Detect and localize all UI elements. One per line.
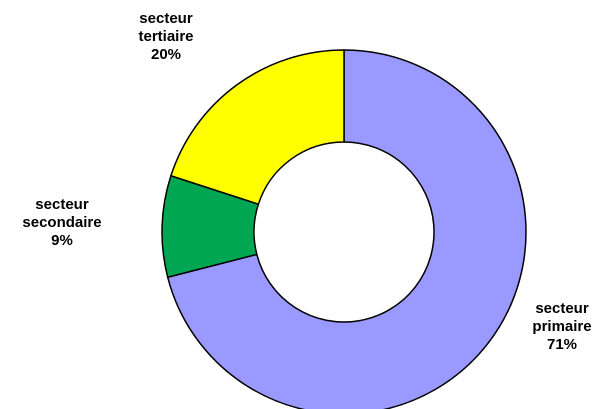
value-label: 9% — [51, 232, 73, 249]
slice-label: secteur secondaire 9% — [22, 196, 101, 250]
category-label: secteur tertiaire — [138, 10, 194, 45]
category-label: secteur secondaire — [22, 196, 102, 231]
value-label: 20% — [150, 46, 182, 63]
value-label: 71% — [546, 336, 578, 353]
donut-slice — [166, 49, 527, 409]
category-label: secteur primaire — [532, 300, 592, 335]
slice-label: secteur primaire 71% — [532, 300, 591, 354]
donut-slice — [169, 49, 345, 206]
slice-label: secteur tertiaire 20% — [138, 10, 193, 64]
